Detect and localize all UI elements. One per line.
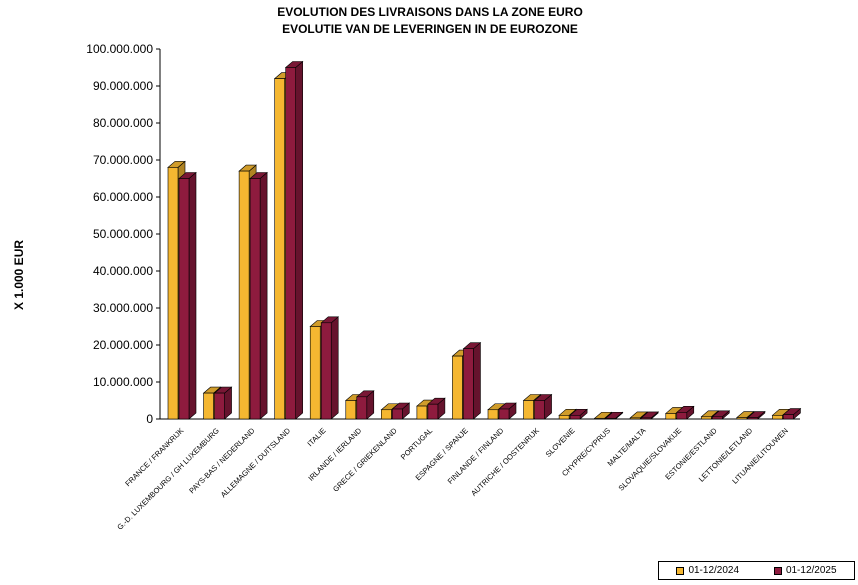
y-tick-label: 70.000.000 bbox=[93, 153, 153, 167]
bar-front bbox=[274, 78, 285, 420]
bar bbox=[498, 402, 517, 420]
bar-front bbox=[772, 414, 783, 420]
bar-front bbox=[523, 400, 534, 420]
bar-front bbox=[498, 408, 510, 420]
bar-front bbox=[558, 414, 570, 420]
bar-front bbox=[249, 178, 261, 420]
legend: 01-12/2024 01-12/2025 bbox=[658, 561, 855, 580]
chart-subtitle: EVOLUTIE VAN DE LEVERINGEN IN DE EUROZON… bbox=[282, 22, 578, 36]
legend-swatch-2025 bbox=[773, 566, 782, 575]
bar-front bbox=[487, 409, 499, 420]
y-tick-label: 30.000.000 bbox=[93, 301, 153, 315]
bar-front bbox=[736, 417, 748, 420]
bar bbox=[355, 390, 375, 420]
x-tick-label: SLOVAQUIE/SLOVAKIJE bbox=[617, 426, 684, 493]
legend-item-2024: 01-12/2024 bbox=[676, 565, 739, 576]
x-tick-label: AUTRICHE / OOSTENRIJK bbox=[469, 426, 541, 498]
bar-front bbox=[747, 417, 759, 420]
legend-item-2025: 01-12/2025 bbox=[773, 565, 837, 576]
bars bbox=[167, 60, 802, 420]
bar-front bbox=[701, 416, 712, 420]
bar bbox=[320, 316, 340, 420]
y-tick-label: 100.000.000 bbox=[86, 42, 153, 56]
x-tick-label: GRECE / GRIEKENLAND bbox=[331, 426, 399, 494]
x-tick-label: SLOVENIE bbox=[544, 426, 577, 459]
bar bbox=[427, 397, 446, 420]
bar-side bbox=[330, 316, 339, 420]
bar-front bbox=[534, 400, 545, 420]
bar-side bbox=[295, 60, 303, 420]
bar bbox=[593, 411, 613, 420]
bar-chart: EVOLUTION DES LIVRAISONS DANS LA ZONE EU… bbox=[12, 5, 802, 532]
bar-front bbox=[203, 392, 214, 420]
bar-front bbox=[594, 417, 605, 420]
bar-front bbox=[427, 403, 439, 420]
bar bbox=[391, 402, 411, 420]
y-tick-label: 0 bbox=[146, 412, 153, 426]
bar-front bbox=[463, 348, 474, 420]
bar-front bbox=[676, 412, 688, 420]
bar-front bbox=[392, 408, 403, 420]
bar bbox=[569, 408, 588, 420]
bar-front bbox=[452, 355, 463, 420]
y-tick-label: 50.000.000 bbox=[93, 227, 153, 241]
y-axis-label: X 1.000 EUR bbox=[12, 240, 26, 310]
chart-title: EVOLUTION DES LIVRAISONS DANS LA ZONE EU… bbox=[277, 5, 583, 19]
bar-front bbox=[285, 67, 296, 420]
x-tick-label: FRANCE / FRANKRIJK bbox=[123, 426, 185, 488]
bar-side bbox=[188, 171, 197, 420]
bar bbox=[284, 60, 304, 420]
x-tick-label: PAYS-BAS / NEDERLAND bbox=[187, 426, 257, 496]
x-tick-label: ALLEMAGNE / DUITSLAND bbox=[219, 426, 293, 500]
bar-front bbox=[640, 417, 652, 420]
legend-swatch-2024 bbox=[676, 566, 685, 575]
y-tick-label: 10.000.000 bbox=[93, 375, 153, 389]
bar-front bbox=[238, 170, 250, 420]
bar-front bbox=[309, 326, 321, 420]
bar-front bbox=[356, 396, 368, 420]
bar-front bbox=[381, 409, 392, 420]
bar bbox=[213, 386, 233, 420]
bar bbox=[782, 407, 802, 420]
y-tick-label: 90.000.000 bbox=[93, 79, 153, 93]
bar bbox=[675, 405, 695, 420]
bar-front bbox=[605, 417, 616, 420]
bar bbox=[747, 410, 766, 420]
bar-front bbox=[665, 413, 677, 420]
bar-side bbox=[473, 342, 481, 420]
bar bbox=[604, 411, 624, 420]
bar-front bbox=[320, 322, 332, 420]
bar bbox=[178, 171, 197, 420]
y-ticks: 0 10.000.000 20.000.000 30.000.000 40.000.00… bbox=[86, 42, 160, 426]
bar-front bbox=[783, 414, 794, 420]
bar-front bbox=[167, 167, 179, 420]
bar-front bbox=[178, 178, 190, 420]
y-tick-label: 20.000.000 bbox=[93, 338, 153, 352]
bar-front bbox=[416, 405, 428, 420]
x-tick-label: PORTUGAL bbox=[399, 426, 434, 461]
legend-label-2025: 01-12/2025 bbox=[785, 565, 837, 576]
bar bbox=[711, 410, 731, 420]
x-tick-label: ITALIE bbox=[305, 426, 327, 448]
bar bbox=[249, 171, 268, 420]
bar bbox=[640, 411, 660, 420]
bar-front bbox=[345, 400, 357, 420]
bar bbox=[533, 393, 553, 420]
y-tick-label: 60.000.000 bbox=[93, 190, 153, 204]
bar-front bbox=[629, 417, 641, 420]
bar bbox=[462, 342, 482, 420]
bar-front bbox=[712, 416, 723, 420]
y-tick-label: 40.000.000 bbox=[93, 264, 153, 278]
y-tick-label: 80.000.000 bbox=[93, 116, 153, 130]
bar-front bbox=[214, 392, 225, 420]
bar-front bbox=[569, 414, 581, 420]
bar-side bbox=[259, 171, 268, 420]
legend-label-2024: 01-12/2024 bbox=[688, 565, 740, 576]
